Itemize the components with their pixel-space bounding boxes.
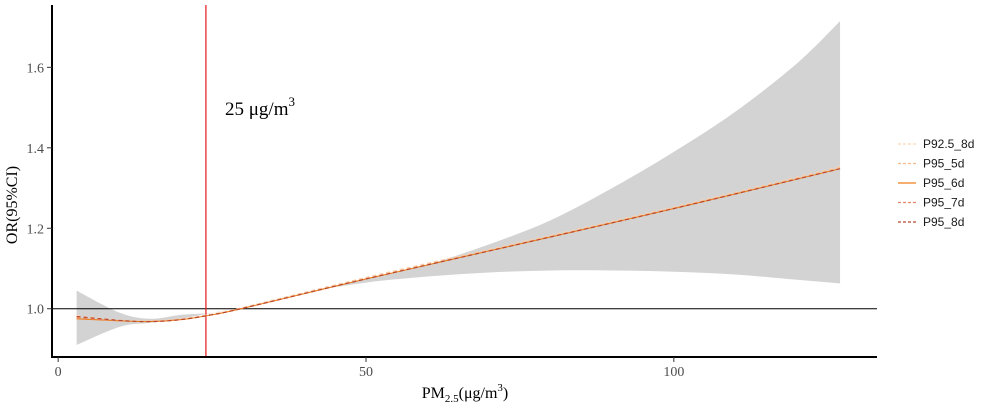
- legend-label-p95-5d: P95_5d: [923, 157, 964, 171]
- x-tick-label: 50: [359, 365, 373, 380]
- x-axis-title: PM2.5(μg/m3): [422, 382, 509, 405]
- y-tick-label: 1.2: [27, 222, 45, 237]
- x-tick-label: 0: [55, 365, 62, 380]
- series-line-p95-8d: [76, 168, 841, 323]
- legend: P92.5_8d P95_5d P95_6d P95_7d P95_8d: [898, 137, 974, 229]
- y-tick-label: 1.0: [27, 303, 45, 318]
- y-tick-label: 1.6: [27, 61, 45, 76]
- x-axis-title-sup: 3: [497, 382, 503, 394]
- y-axis-title: OR(95%CI): [4, 166, 21, 244]
- axes: 0 50 100 1.0 1.2 1.4 1.6: [27, 5, 877, 380]
- vline-annotation-text: 25 μg/m: [225, 99, 289, 120]
- x-tick-label: 100: [663, 365, 684, 380]
- series-layer: [76, 166, 841, 323]
- legend-label-p92-5-8d: P92.5_8d: [923, 137, 974, 151]
- vline-annotation-sup: 3: [289, 94, 296, 109]
- vline-annotation: 25 μg/m3: [225, 94, 295, 120]
- legend-label-p95-7d: P95_7d: [923, 196, 964, 210]
- legend-label-p95-8d: P95_8d: [923, 215, 964, 229]
- ci-band: [76, 21, 841, 345]
- y-tick-label: 1.4: [27, 142, 45, 157]
- legend-label-p95-6d: P95_6d: [923, 176, 964, 190]
- x-axis-title-main: PM: [422, 385, 445, 402]
- x-axis-title-close: ): [503, 385, 508, 402]
- x-axis-title-unit: (μg/m: [459, 385, 498, 402]
- ci-band-layer: [76, 21, 841, 345]
- x-axis-title-sub: 2.5: [445, 393, 459, 405]
